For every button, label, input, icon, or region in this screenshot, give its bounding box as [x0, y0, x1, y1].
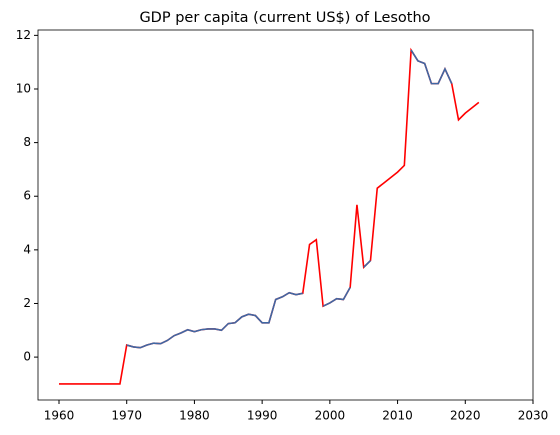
x-tick-label: 1960 [44, 409, 75, 423]
y-tick-label: 2 [23, 296, 31, 310]
x-tick-label: 2010 [382, 409, 413, 423]
plot-frame [37, 29, 534, 401]
y-tick-label: 6 [23, 189, 31, 203]
y-tick-label: 10 [16, 81, 31, 95]
chart-title: GDP per capita (current US$) of Lesotho [139, 10, 430, 26]
x-tick-label: 2030 [518, 409, 549, 423]
x-tick-label: 2020 [450, 409, 481, 423]
x-tick-label: 1970 [111, 409, 142, 423]
data-line [58, 47, 480, 385]
y-tick-label: 8 [23, 135, 31, 149]
data-line [126, 49, 453, 349]
y-tick-label: 12 [16, 28, 31, 42]
y-tick-label: 0 [23, 350, 31, 364]
x-tick-label: 2000 [315, 409, 346, 423]
x-tick-label: 1980 [179, 409, 210, 423]
x-tick-label: 1990 [247, 409, 278, 423]
y-tick-label: 4 [23, 242, 31, 256]
